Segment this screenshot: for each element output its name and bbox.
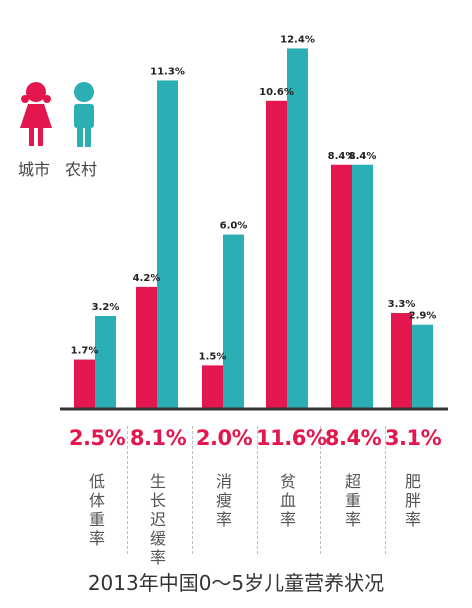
- boy-icon: [74, 82, 94, 147]
- bar-city-4: [331, 164, 352, 409]
- chart-title: 2013年中国0～5岁儿童营养状况: [87, 571, 385, 595]
- bar-value-label-city-5: 3.3%: [388, 299, 416, 310]
- bar-value-label-rural-1: 11.3%: [150, 66, 185, 77]
- legend-label-city: 城市: [18, 160, 51, 179]
- bar-rural-2: [223, 234, 244, 409]
- column-divider-3: [320, 426, 321, 554]
- legend-label-rural: 农村: [65, 160, 98, 179]
- bar-city-3: [266, 100, 287, 410]
- girl-icon: [20, 82, 52, 146]
- total-value-5: 3.1%: [384, 426, 442, 450]
- bar-city-1: [136, 286, 157, 409]
- bar-labels-group: 1.7% 3.2% 4.2% 11.3% 1.5% 6.0% 10.6% 12.4% 8.4%8…: [71, 34, 437, 362]
- bar-value-label-rural-3: 12.4%: [280, 34, 315, 45]
- total-value-4: 8.4%: [324, 426, 382, 450]
- bar-rural-1: [157, 80, 178, 409]
- bar-city-2: [202, 365, 223, 409]
- bar-value-label-city-3: 10.6%: [259, 87, 294, 98]
- bar-city-0: [74, 359, 95, 409]
- bar-value-label-city-4: 8.4%: [328, 151, 356, 162]
- total-value-3: 11.6%: [256, 426, 327, 450]
- total-value-0: 2.5%: [68, 426, 126, 450]
- column-divider-0: [127, 426, 128, 554]
- bar-city-5: [391, 313, 412, 409]
- category-label-2: 消瘦率: [215, 472, 232, 529]
- column-divider-2: [257, 426, 258, 554]
- bar-rural-3: [287, 48, 308, 409]
- bars-group: [74, 48, 433, 410]
- total-value-1: 8.1%: [129, 426, 187, 450]
- bar-rural-4: [352, 164, 373, 409]
- category-label-4: 超重率: [344, 472, 361, 529]
- bar-rural-0: [95, 315, 116, 409]
- bar-value-label-rural-2: 6.0%: [220, 221, 248, 232]
- bar-value-label-rural-0: 3.2%: [92, 302, 120, 313]
- column-divider-1: [192, 426, 193, 554]
- column-divider-4: [385, 426, 386, 554]
- bar-value-label-city-0: 1.7%: [71, 346, 99, 357]
- bar-value-label-city-1: 4.2%: [133, 273, 161, 284]
- total-value-2: 2.0%: [195, 426, 253, 450]
- category-label-3: 贫血率: [279, 472, 296, 529]
- bar-value-label-rural-4: 8.4%: [349, 151, 377, 162]
- bar-rural-5: [412, 324, 433, 409]
- bar-value-label-city-2: 1.5%: [199, 351, 227, 362]
- category-label-5: 肥胖率: [404, 472, 421, 529]
- bar-value-label-rural-5: 2.9%: [409, 311, 437, 322]
- legend-icons: [20, 82, 94, 147]
- category-label-0: 低体重率: [88, 472, 105, 548]
- category-label-1: 生长迟缓率: [149, 472, 166, 567]
